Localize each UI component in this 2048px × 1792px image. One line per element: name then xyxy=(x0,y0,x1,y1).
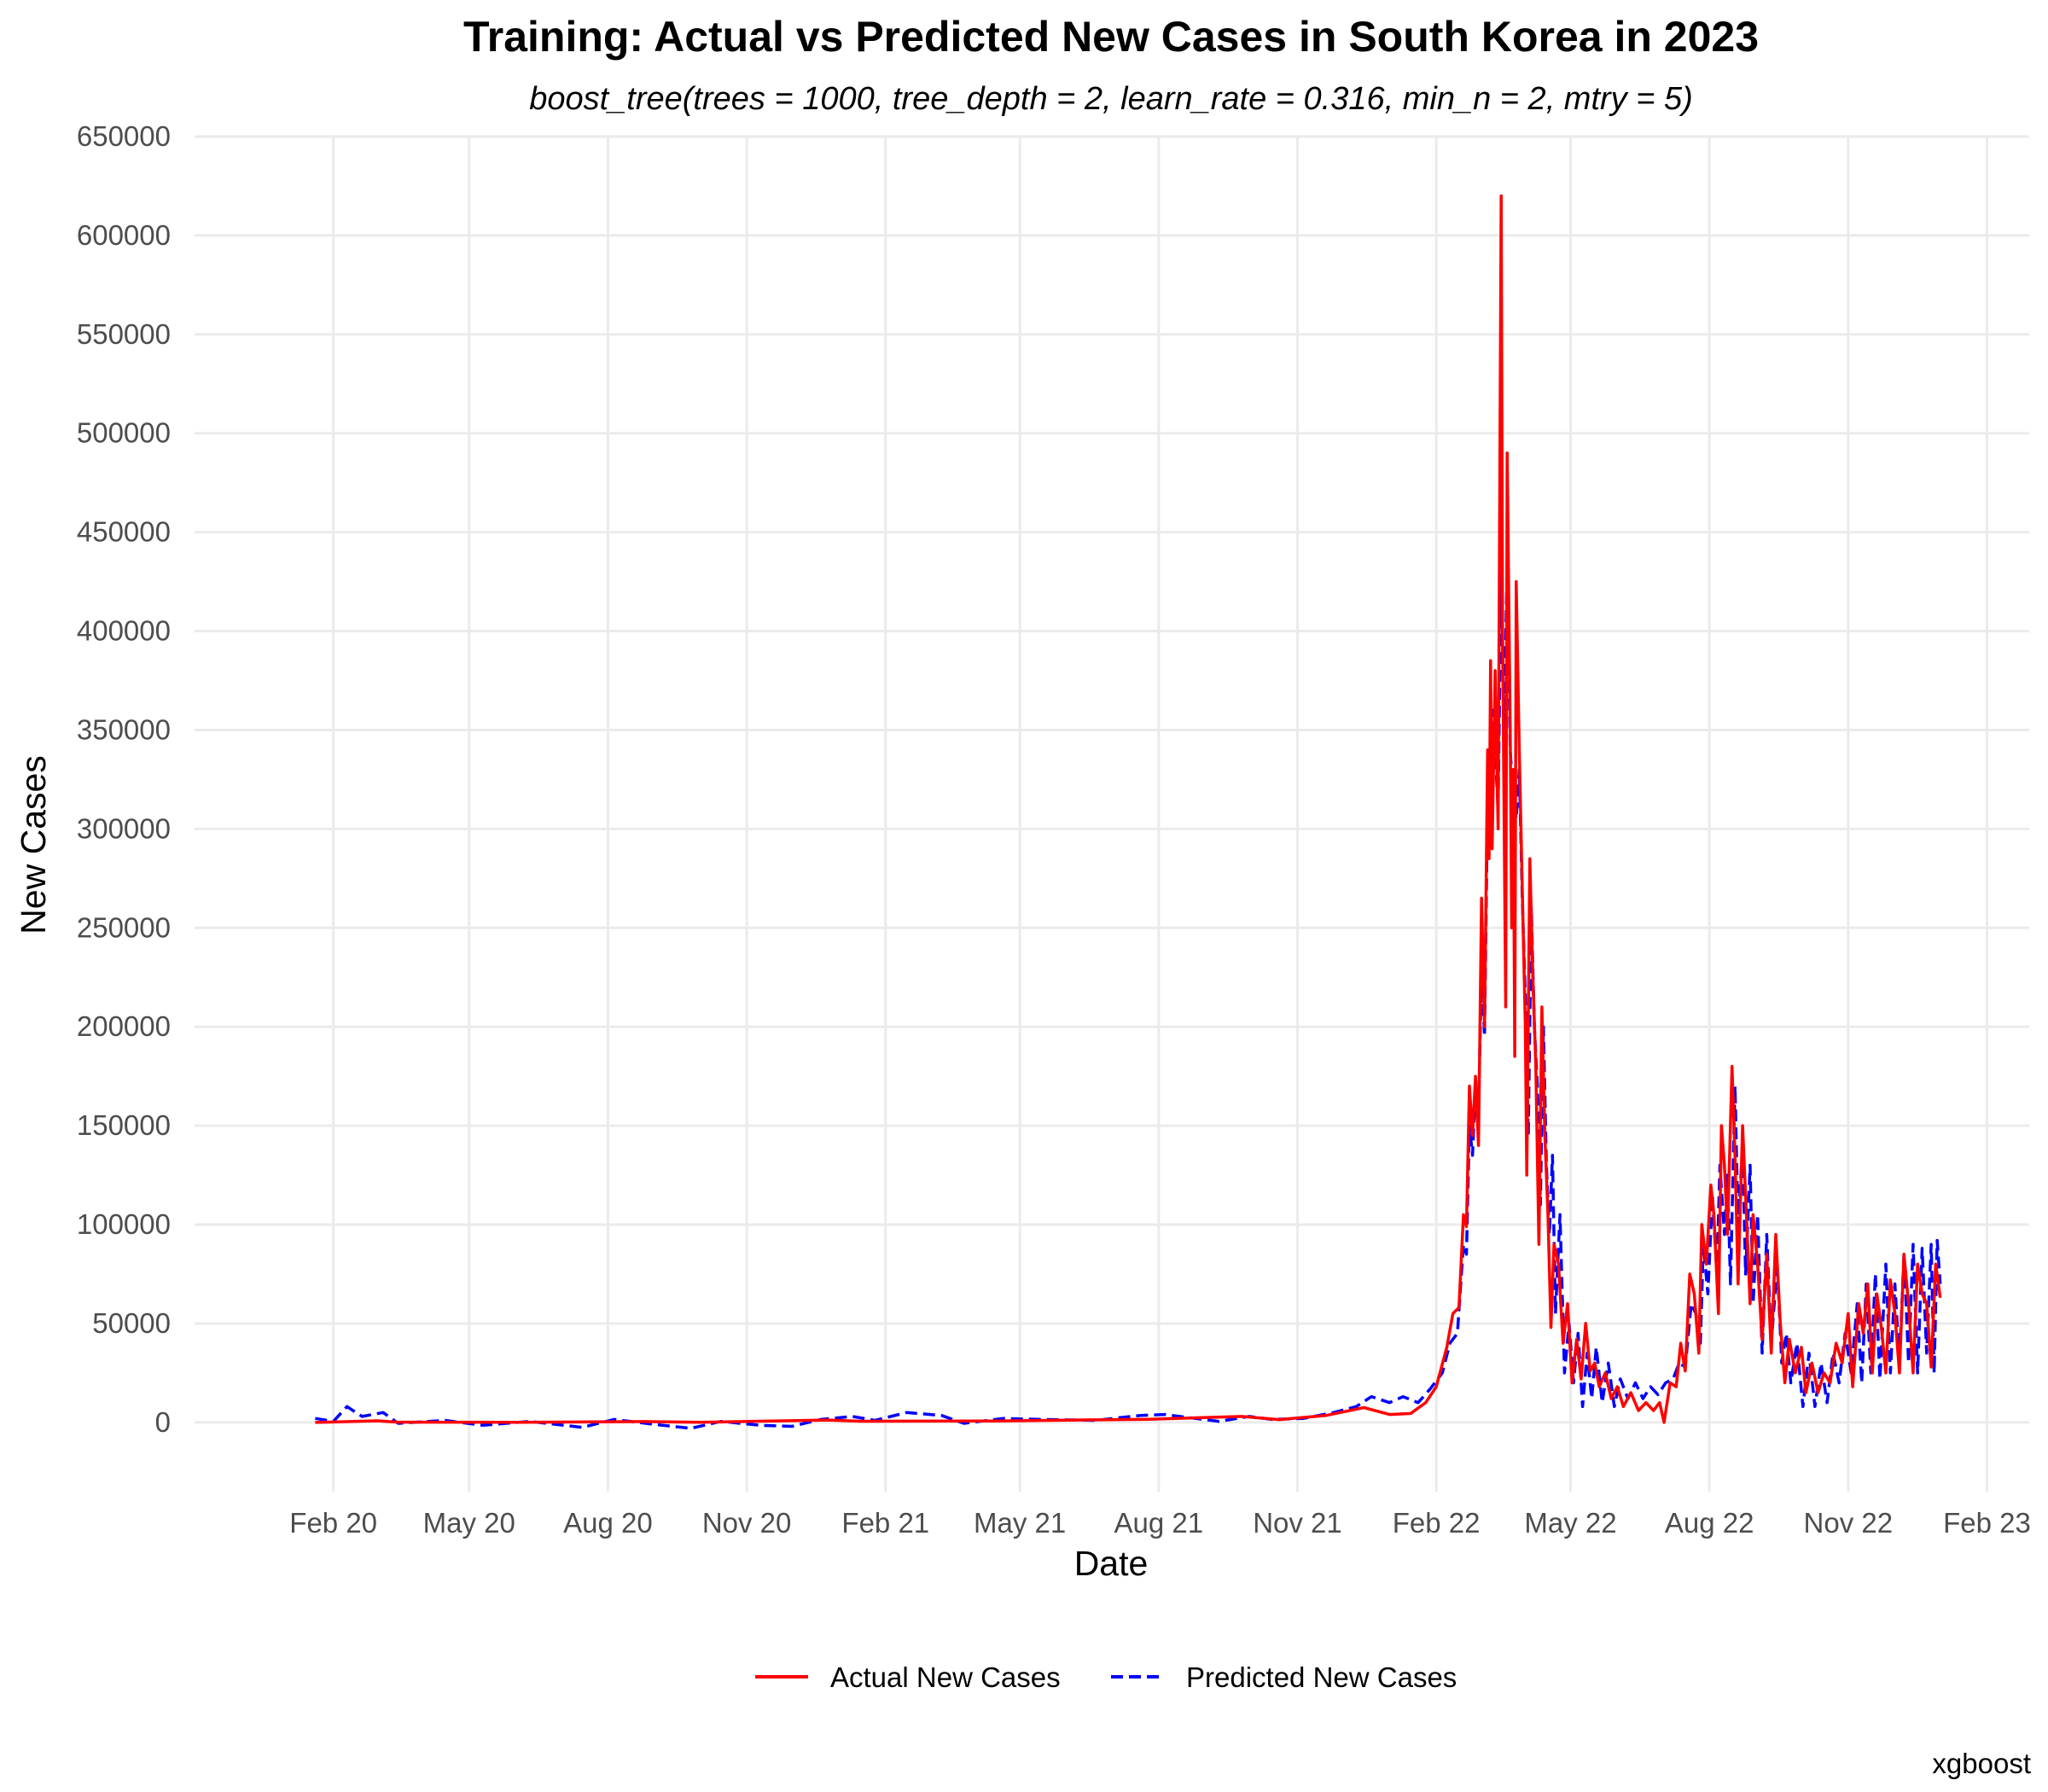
y-tick-label: 0 xyxy=(155,1406,171,1438)
x-tick-label: May 20 xyxy=(423,1507,515,1539)
x-tick-label: Feb 20 xyxy=(289,1507,377,1539)
series-line-predicted-new-cases xyxy=(315,560,1942,1430)
y-axis-ticks: 0 50000 100000 150000 200000 250000 300000 3500… xyxy=(77,120,171,1438)
chart-title: Training: Actual vs Predicted New Cases … xyxy=(463,13,1759,61)
x-tick-label: May 21 xyxy=(974,1507,1066,1539)
y-tick-label: 150000 xyxy=(77,1109,171,1141)
x-axis-ticks: Feb 20 May 20 Aug 20 Nov 20 Feb 21 May 21 Aug … xyxy=(289,1507,2031,1539)
y-tick-label: 550000 xyxy=(77,318,171,350)
x-tick-label: Nov 22 xyxy=(1804,1507,1894,1539)
x-tick-label: Aug 20 xyxy=(563,1507,653,1539)
y-tick-label: 600000 xyxy=(77,219,171,251)
chart-subtitle: boost_tree(trees = 1000, tree_depth = 2,… xyxy=(529,81,1693,117)
x-tick-label: Feb 22 xyxy=(1393,1507,1481,1539)
legend: Actual New Cases Predicted New Cases xyxy=(755,1661,1457,1693)
series-line-actual-new-cases xyxy=(315,194,1942,1424)
y-tick-label: 400000 xyxy=(77,615,171,647)
y-tick-label: 300000 xyxy=(77,812,171,844)
chart-caption: xgboost xyxy=(1932,1748,2031,1779)
y-tick-label: 200000 xyxy=(77,1010,171,1042)
x-axis-title: Date xyxy=(1074,1544,1149,1583)
x-tick-label: Feb 21 xyxy=(841,1507,929,1539)
y-tick-label: 100000 xyxy=(77,1208,171,1240)
y-tick-label: 50000 xyxy=(92,1307,171,1339)
series-layer xyxy=(315,194,1942,1430)
y-tick-label: 250000 xyxy=(77,911,171,943)
y-tick-label: 500000 xyxy=(77,417,171,449)
legend-label: Actual New Cases xyxy=(830,1661,1061,1693)
legend-label: Predicted New Cases xyxy=(1186,1661,1457,1693)
grid-layer xyxy=(195,135,2029,1492)
x-tick-label: Nov 20 xyxy=(702,1507,792,1539)
x-tick-label: May 22 xyxy=(1524,1507,1616,1539)
y-axis-title: New Cases xyxy=(14,755,53,934)
x-tick-label: Nov 21 xyxy=(1253,1507,1342,1539)
x-tick-label: Aug 21 xyxy=(1114,1507,1204,1539)
y-tick-label: 450000 xyxy=(77,516,171,548)
y-tick-label: 650000 xyxy=(77,120,171,152)
x-tick-label: Feb 23 xyxy=(1943,1507,2031,1539)
y-tick-label: 350000 xyxy=(77,713,171,745)
x-tick-label: Aug 22 xyxy=(1665,1507,1754,1539)
